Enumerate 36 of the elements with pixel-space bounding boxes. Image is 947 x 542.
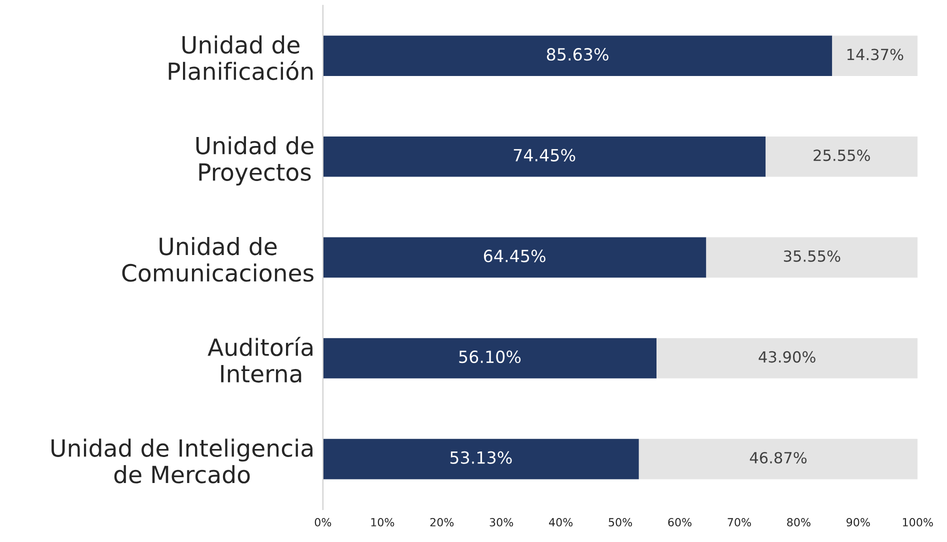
bar (706, 237, 918, 278)
bar (322, 438, 639, 480)
x-tick-label: 100% (902, 518, 933, 526)
x-tick-label: 30% (490, 518, 514, 526)
data-label: 25.55% (814, 150, 870, 162)
x-tick-label: 50% (608, 518, 632, 526)
bar (322, 237, 706, 278)
x-tick-label: 70% (728, 518, 751, 526)
x-tick-label: 80% (787, 518, 810, 526)
y-tick-label: Auditoría Interna (208, 336, 312, 383)
data-label: 74.45% (514, 148, 576, 162)
data-label: 46.87% (750, 452, 807, 464)
data-label: 56.10% (459, 350, 521, 364)
bar (832, 36, 918, 76)
bar (322, 136, 766, 177)
x-tick-label: 90% (846, 518, 870, 526)
bar (656, 338, 918, 378)
data-label: 35.55% (784, 250, 840, 262)
x-tick-label: 20% (430, 518, 454, 526)
data-label: 43.90% (758, 351, 816, 363)
y-tick-label: Unidad de Inteligencia de Mercado (52, 438, 312, 484)
data-label: 14.37% (847, 48, 904, 60)
y-tick-label: Unidad de Proyectos (196, 136, 314, 186)
x-tick-label: 40% (549, 518, 573, 526)
bar (322, 338, 657, 378)
data-label: 53.13% (450, 451, 512, 464)
bar (638, 438, 918, 480)
data-label: 64.45% (484, 250, 546, 262)
y-tick-label: Unidad de Planificación (168, 35, 313, 80)
y-tick-label: Unidad de Comunicaciones (122, 237, 314, 282)
bar (766, 136, 918, 177)
x-tick-label: 0% (314, 518, 332, 526)
x-tick-label: 10% (371, 518, 394, 526)
x-tick-label: 60% (668, 518, 692, 526)
bar (322, 36, 832, 76)
data-label: 85.63% (546, 48, 608, 61)
